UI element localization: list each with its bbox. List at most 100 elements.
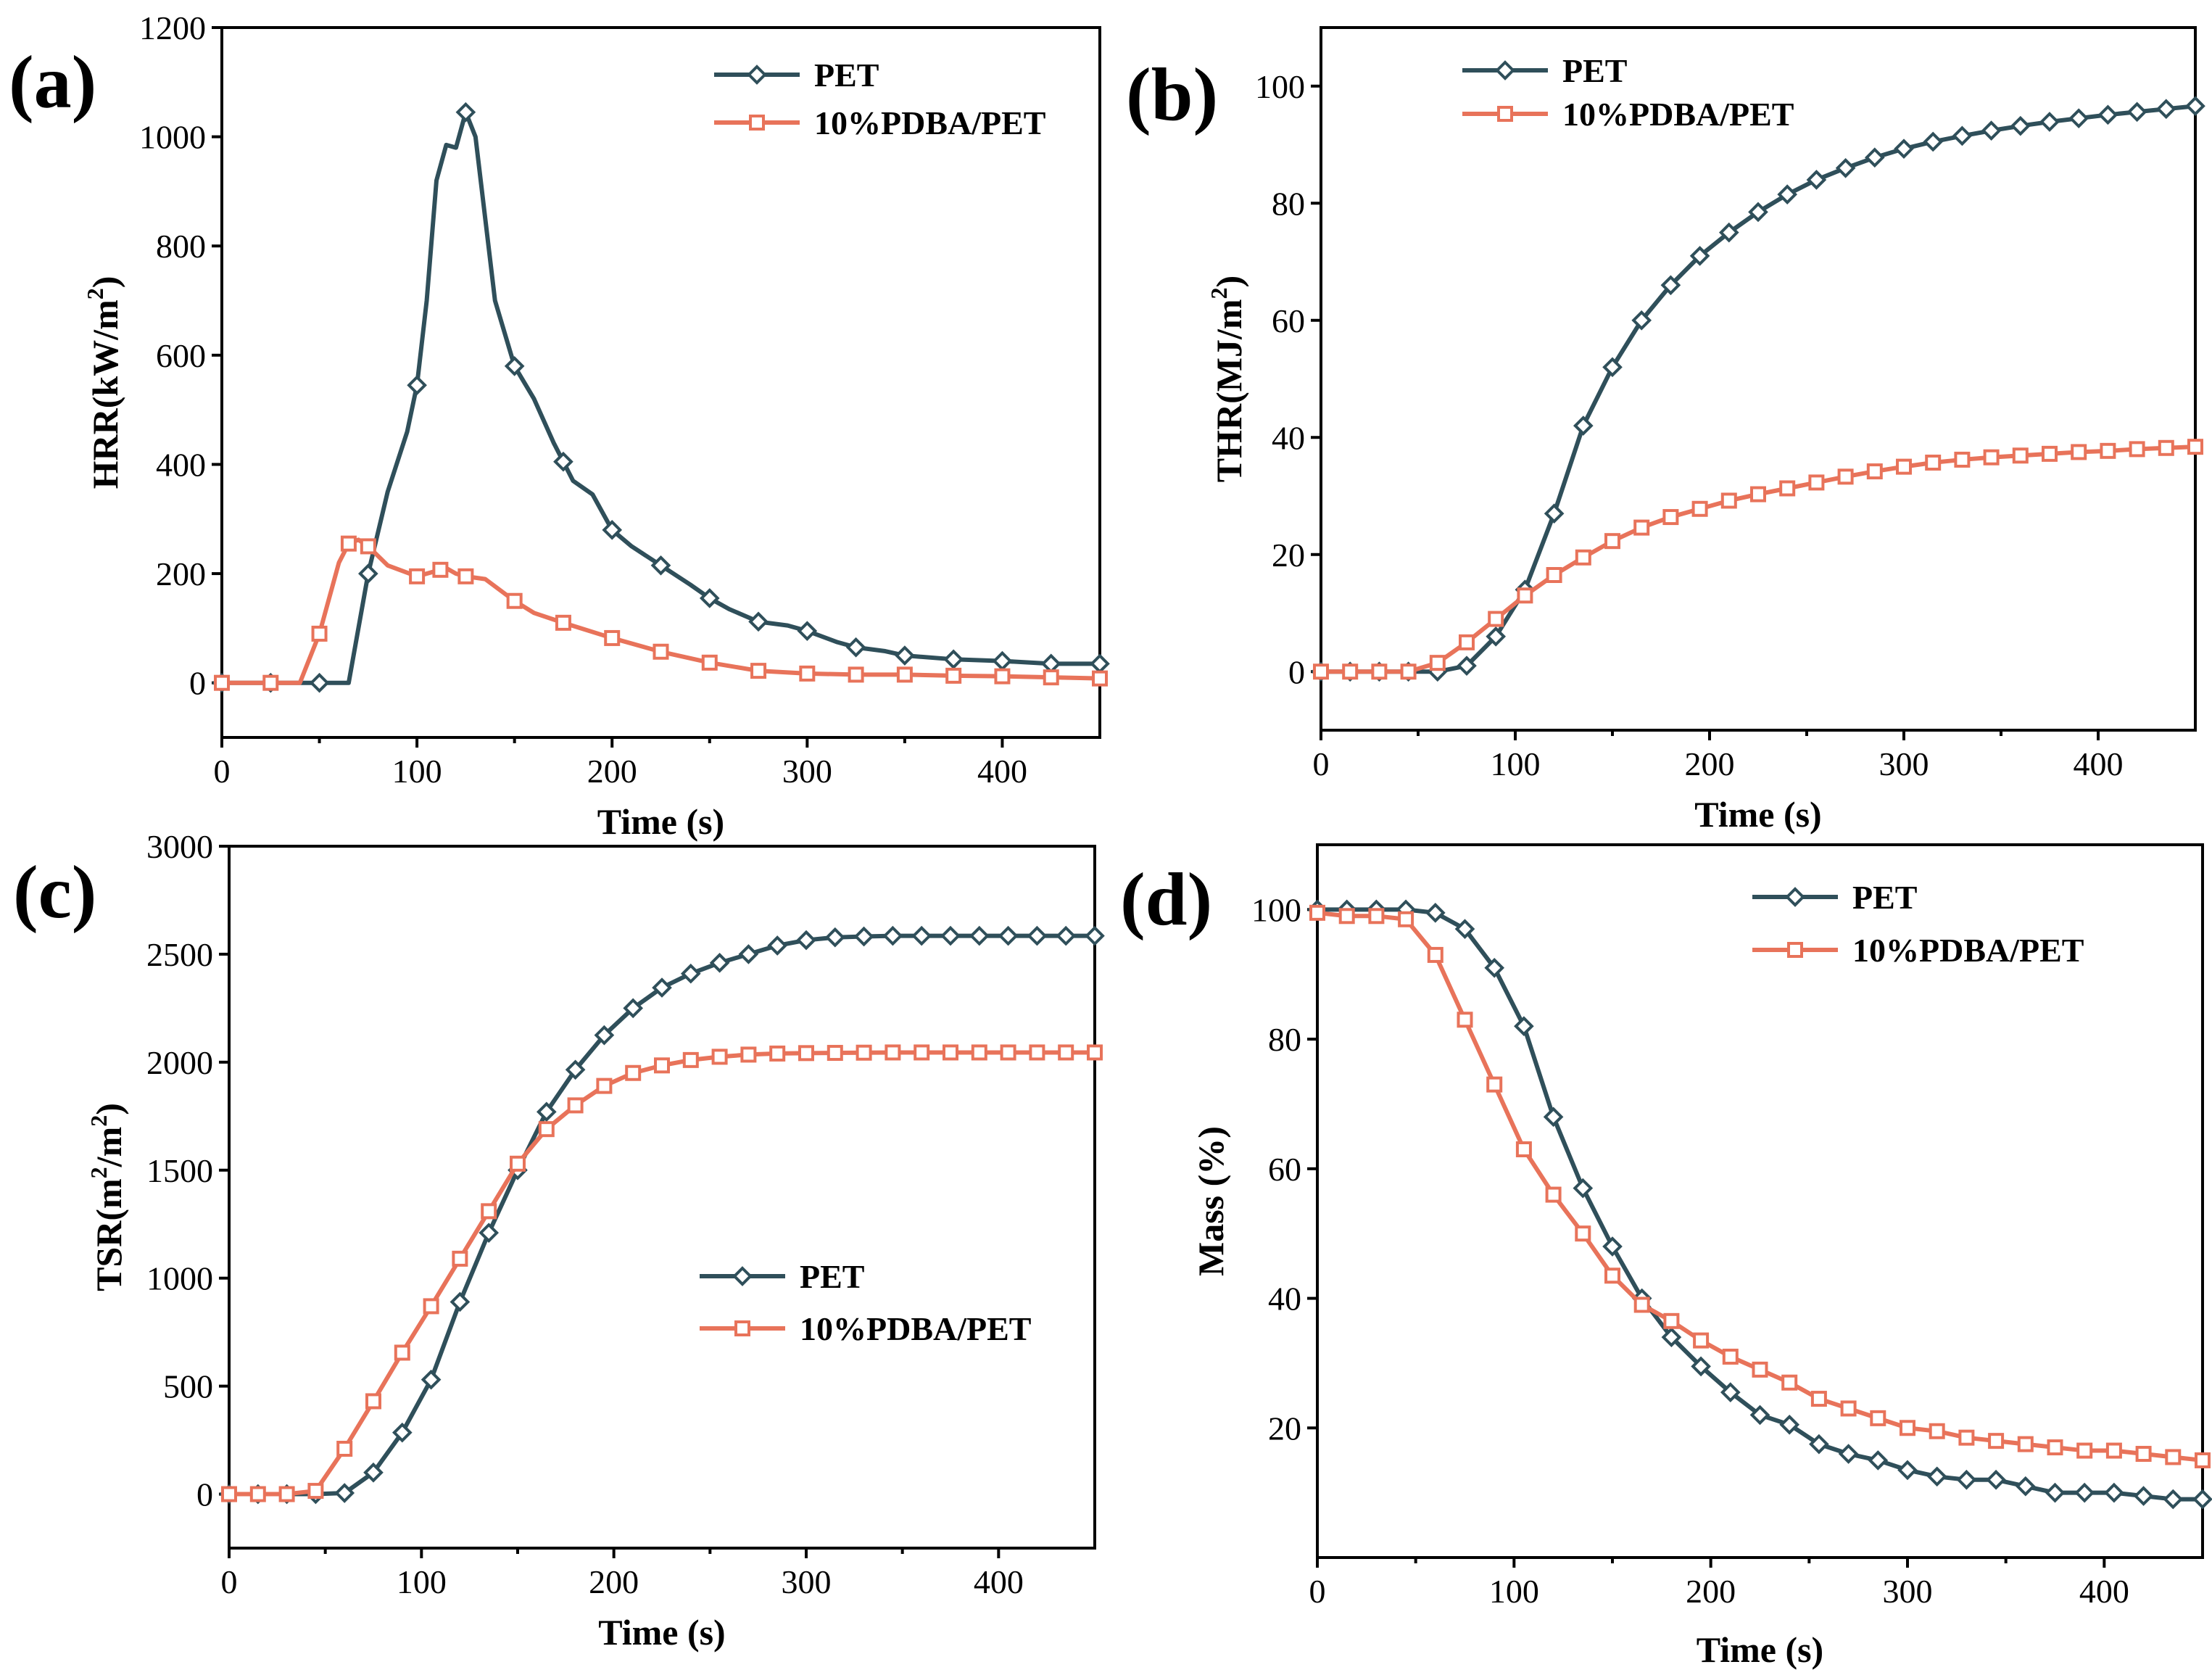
data-point [1454,919,1475,940]
y-axis-title: TSR(m2/m2) [86,1103,129,1291]
x-tick-label: 0 [221,1563,238,1600]
legend-marker [734,1320,750,1336]
data-point [1400,663,1417,680]
y-tick-label: 1000 [146,1260,213,1297]
y-tick-label: 40 [1272,419,1305,456]
data-point [602,520,623,540]
data-point [2100,442,2116,459]
data-point [998,925,1019,946]
data-point [309,672,330,693]
data-point [1544,503,1565,524]
x-tick-label: 100 [392,753,442,790]
data-point [911,925,932,946]
data-point [827,1045,843,1062]
data-point [278,1486,295,1502]
data-point [1926,1466,1947,1487]
data-point [1029,1044,1045,1061]
data-point [1866,463,1883,480]
data-point [2039,112,2060,132]
data-point [2155,99,2176,120]
data-point [650,555,671,576]
y-axis-title-part: ) [88,1103,129,1115]
data-point [1777,184,1798,204]
data-point [1983,449,2000,466]
data-point [1720,1382,1741,1402]
y-tick-label: 2000 [146,1044,213,1081]
data-point [506,592,523,609]
data-point [856,1044,872,1061]
data-point [452,1250,468,1267]
y-axis-title-part: HRR(kW/m [85,299,125,489]
data-point [799,665,816,682]
data-point [1691,1356,1711,1377]
data-point [334,1483,355,1503]
data-point [565,1059,586,1080]
data-point [1058,1044,1074,1061]
legend-marker [749,115,765,131]
data-point [748,611,769,632]
legend-label: 10%PDBA/PET [1852,932,2084,969]
data-point [336,1440,353,1457]
data-point [2017,1436,2034,1452]
data-point [653,643,669,660]
data-point [769,1045,786,1062]
data-point [1575,549,1591,566]
legend-label: 10%PDBA/PET [800,1310,1031,1347]
data-point [767,935,788,956]
data-point [625,1064,642,1081]
data-point [567,1097,584,1114]
series-line-pdba-pet [1321,444,2196,674]
y-tick-label: 80 [1272,185,1305,222]
data-point [1090,653,1110,674]
panel-label: (b) [1126,53,1218,136]
y-tick-label: 1500 [146,1152,213,1189]
x-tick-label: 400 [2074,745,2124,782]
data-point [249,1486,266,1502]
data-point [2195,1452,2211,1468]
data-point [853,926,874,947]
legend-label: PET [814,57,879,94]
data-point [1398,911,1414,927]
x-axis-title: Time (s) [1697,1629,1823,1670]
data-point [432,561,449,578]
data-point [2074,1482,2095,1503]
legend-marker [747,65,767,85]
data-point [701,654,718,671]
y-axis-title-part: ) [1209,276,1249,288]
data-point [943,649,964,670]
data-point [553,451,573,472]
y-tick-label: 400 [156,446,206,483]
data-point [538,1121,555,1138]
data-point [1952,125,1973,146]
x-tick-label: 200 [1686,1573,1736,1610]
data-point [1750,486,1766,502]
data-point [2187,439,2203,455]
legend-marker [1787,942,1803,958]
data-point [1543,1107,1564,1128]
y-axis-title-part: /m [88,1127,129,1168]
y-axis-title: THR(MJ/m2) [1206,276,1249,482]
x-axis-title: Time (s) [1694,794,1821,835]
data-point [1781,1374,1798,1391]
data-point [392,1422,413,1443]
data-point [1838,1444,1859,1464]
y-tick-label: 20 [1268,1410,1301,1447]
data-point [421,1369,442,1390]
data-point [1864,147,1885,168]
data-point [1342,663,1359,680]
x-axis-title: Time (s) [598,1612,725,1653]
data-point [1429,655,1446,671]
data-point [1602,357,1623,378]
y-tick-label: 60 [1268,1151,1301,1188]
data-point [2165,1449,2182,1465]
data-point [2163,1489,2184,1510]
data-point [940,925,961,946]
data-point [394,1344,410,1361]
data-point [845,637,866,658]
data-point [1309,904,1325,921]
plot-frame [228,845,1096,1550]
data-point [409,568,426,584]
y-tick-label: 200 [156,555,206,592]
panel-label: (d) [1120,858,1212,941]
data-point [623,998,644,1019]
